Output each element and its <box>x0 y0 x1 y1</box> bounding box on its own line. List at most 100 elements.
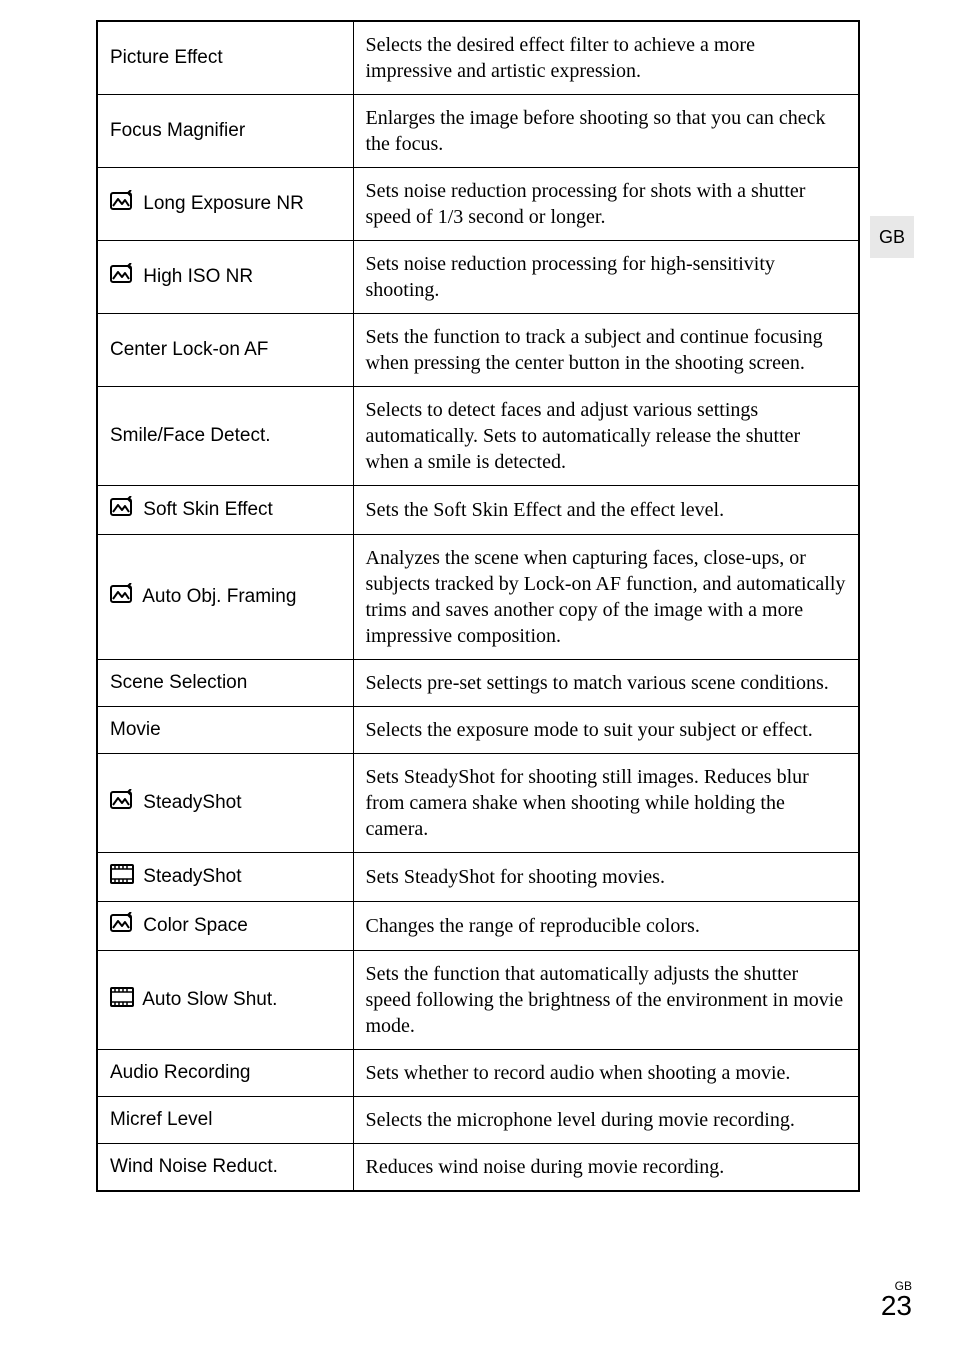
setting-description-cell: Selects the exposure mode to suit your s… <box>353 707 859 754</box>
setting-description-cell: Sets noise reduction processing for high… <box>353 241 859 314</box>
setting-description: Selects the exposure mode to suit your s… <box>366 719 813 741</box>
setting-label: Focus Magnifier <box>110 120 245 141</box>
setting-label-cell: Focus Magnifier <box>97 95 353 168</box>
setting-label-cell: SteadyShot <box>97 853 353 902</box>
setting-label-cell: Center Lock-on AF <box>97 314 353 387</box>
setting-description-cell: Sets SteadyShot for shooting movies. <box>353 853 859 902</box>
still-image-icon <box>110 912 134 940</box>
table-row: SteadyShot Sets SteadyShot for shooting s… <box>97 754 859 853</box>
setting-description: Selects pre-set settings to match variou… <box>366 672 829 694</box>
setting-description: Sets SteadyShot for shooting still image… <box>366 766 809 840</box>
table-row: SteadyShot Sets SteadyShot for shooting m… <box>97 853 859 902</box>
setting-description-cell: Changes the range of reproducible colors… <box>353 902 859 951</box>
setting-label-cell: High ISO NR <box>97 241 353 314</box>
setting-label-cell: Auto Slow Shut. <box>97 951 353 1050</box>
movie-icon <box>110 863 134 891</box>
setting-description: Selects the desired effect filter to ach… <box>366 34 755 82</box>
setting-description: Enlarges the image before shooting so th… <box>366 107 826 155</box>
setting-label: Color Space <box>143 915 248 936</box>
table-row: Micref Level Selects the microphone level… <box>97 1097 859 1144</box>
setting-label-cell: Soft Skin Effect <box>97 486 353 535</box>
setting-description-cell: Selects to detect faces and adjust vario… <box>353 387 859 486</box>
table-row: Audio Recording Sets whether to record au… <box>97 1050 859 1097</box>
setting-description: Selects the microphone level during movi… <box>366 1109 795 1131</box>
setting-label-cell: Micref Level <box>97 1097 353 1144</box>
setting-label-cell: Picture Effect <box>97 21 353 95</box>
table-row: Long Exposure NR Sets noise reduction pro… <box>97 168 859 241</box>
setting-label-cell: SteadyShot <box>97 754 353 853</box>
setting-description-cell: Sets SteadyShot for shooting still image… <box>353 754 859 853</box>
setting-label: Auto Obj. Framing <box>142 586 296 607</box>
setting-label-cell: Wind Noise Reduct. <box>97 1144 353 1192</box>
setting-description: Sets noise reduction processing for high… <box>366 253 775 301</box>
setting-label: Soft Skin Effect <box>143 499 273 520</box>
still-image-icon <box>110 789 134 817</box>
setting-description: Changes the range of reproducible colors… <box>366 915 700 937</box>
movie-icon <box>110 986 134 1014</box>
setting-description: Sets SteadyShot for shooting movies. <box>366 866 665 888</box>
setting-description-cell: Selects the desired effect filter to ach… <box>353 21 859 95</box>
setting-label-cell: Auto Obj. Framing <box>97 535 353 660</box>
table-row: Scene Selection Selects pre-set settings … <box>97 660 859 707</box>
table-row: Soft Skin Effect Sets the Soft Skin Effec… <box>97 486 859 535</box>
setting-description: Sets the function to track a subject and… <box>366 326 823 374</box>
setting-description: Selects to detect faces and adjust vario… <box>366 399 801 473</box>
setting-label: Picture Effect <box>110 47 223 68</box>
setting-description-cell: Enlarges the image before shooting so th… <box>353 95 859 168</box>
table-row: Wind Noise Reduct. Reduces wind noise dur… <box>97 1144 859 1192</box>
table-row: Focus Magnifier Enlarges the image before… <box>97 95 859 168</box>
side-tab: GB <box>870 216 914 258</box>
setting-label: Auto Slow Shut. <box>142 989 277 1010</box>
setting-description-cell: Selects pre-set settings to match variou… <box>353 660 859 707</box>
setting-description-cell: Sets noise reduction processing for shot… <box>353 168 859 241</box>
table-row: Picture Effect Selects the desired effect… <box>97 21 859 95</box>
table-row: High ISO NR Sets noise reduction processi… <box>97 241 859 314</box>
setting-label: SteadyShot <box>143 792 241 813</box>
setting-label-cell: Long Exposure NR <box>97 168 353 241</box>
table-row: Color Space Changes the range of reproduc… <box>97 902 859 951</box>
setting-label-cell: Smile/Face Detect. <box>97 387 353 486</box>
setting-description: Reduces wind noise during movie recordin… <box>366 1156 725 1178</box>
setting-label: Long Exposure NR <box>143 193 304 214</box>
page-number: GB 23 <box>881 1280 912 1320</box>
table-row: Center Lock-on AF Sets the function to tr… <box>97 314 859 387</box>
setting-description: Sets the function that automatically adj… <box>366 963 844 1037</box>
setting-description: Analyzes the scene when capturing faces,… <box>366 547 846 647</box>
menu-table: Picture Effect Selects the desired effect… <box>96 20 860 1192</box>
setting-label: Audio Recording <box>110 1062 250 1083</box>
page-number-value: 23 <box>881 1292 912 1320</box>
setting-description-cell: Sets whether to record audio when shooti… <box>353 1050 859 1097</box>
table-row: Auto Slow Shut. Sets the function that au… <box>97 951 859 1050</box>
setting-description-cell: Reduces wind noise during movie recordin… <box>353 1144 859 1192</box>
setting-label: Wind Noise Reduct. <box>110 1156 278 1177</box>
setting-label: SteadyShot <box>143 866 241 887</box>
side-tab-label: GB <box>879 227 905 248</box>
still-image-icon <box>110 263 134 291</box>
table-row: Auto Obj. Framing Analyzes the scene when… <box>97 535 859 660</box>
setting-label: High ISO NR <box>143 266 253 287</box>
table-row: Movie Selects the exposure mode to suit y… <box>97 707 859 754</box>
setting-description-cell: Sets the function that automatically adj… <box>353 951 859 1050</box>
setting-description: Sets the Soft Skin Effect and the effect… <box>366 499 725 521</box>
setting-label: Center Lock-on AF <box>110 339 268 360</box>
setting-label-cell: Audio Recording <box>97 1050 353 1097</box>
still-image-icon <box>110 496 134 524</box>
setting-label-cell: Movie <box>97 707 353 754</box>
setting-label: Smile/Face Detect. <box>110 425 271 446</box>
setting-label-cell: Color Space <box>97 902 353 951</box>
table-row: Smile/Face Detect. Selects to detect face… <box>97 387 859 486</box>
setting-description: Sets whether to record audio when shooti… <box>366 1062 791 1084</box>
still-image-icon <box>110 583 134 611</box>
setting-description-cell: Sets the function to track a subject and… <box>353 314 859 387</box>
page-container: Picture Effect Selects the desired effect… <box>0 0 954 1192</box>
table-body: Picture Effect Selects the desired effect… <box>97 21 859 1191</box>
still-image-icon <box>110 190 134 218</box>
setting-description: Sets noise reduction processing for shot… <box>366 180 806 228</box>
setting-label: Movie <box>110 719 161 740</box>
setting-label-cell: Scene Selection <box>97 660 353 707</box>
setting-label: Scene Selection <box>110 672 247 693</box>
setting-label: Micref Level <box>110 1109 212 1130</box>
setting-description-cell: Analyzes the scene when capturing faces,… <box>353 535 859 660</box>
setting-description-cell: Sets the Soft Skin Effect and the effect… <box>353 486 859 535</box>
setting-description-cell: Selects the microphone level during movi… <box>353 1097 859 1144</box>
